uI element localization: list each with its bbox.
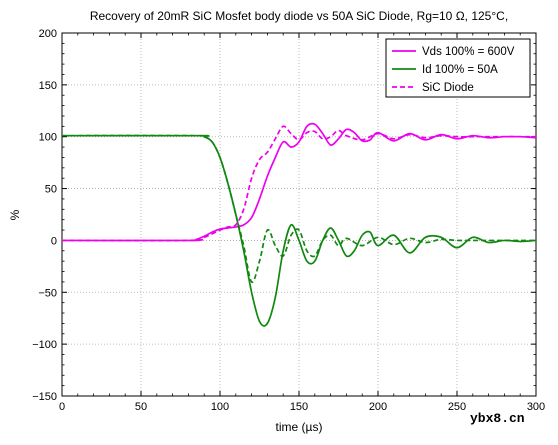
legend: Vds 100% = 600V Id 100% = 50A SiC Diode [385, 38, 531, 98]
watermark-text: ybx8.cn [470, 411, 525, 426]
series-layer [61, 122, 537, 327]
y-tick-label: −50 [38, 287, 57, 299]
x-tick-label: 150 [290, 401, 308, 413]
chart-title: Recovery of 20mR SiC Mosfet body diode v… [90, 9, 508, 23]
y-tick-label: 50 [45, 184, 57, 196]
sic-diode-current-series-line [61, 134, 536, 283]
legend-label: Id 100% = 50A [422, 64, 498, 76]
x-tick-label: 100 [211, 401, 229, 413]
x-tick-label: 200 [369, 401, 387, 413]
axis-ticks: 0 50 100 150 200 250 300 200 150 100 50 0 −50 −100 −15… [32, 28, 545, 413]
x-tick-label: 0 [59, 401, 65, 413]
sic-diode-voltage-series-line [61, 125, 536, 242]
y-tick-label: 0 [51, 235, 57, 247]
y-tick-label: −150 [32, 391, 57, 403]
x-axis-label: time (µs) [276, 420, 323, 434]
vds-series-line [61, 122, 537, 242]
y-tick-label: −100 [32, 339, 57, 351]
legend-label: SiC Diode [422, 82, 474, 94]
legend-label: Vds 100% = 600V [422, 46, 515, 58]
y-tick-label: 150 [39, 80, 57, 92]
y-tick-label: 100 [39, 132, 57, 144]
x-tick-label: 250 [448, 401, 466, 413]
x-tick-label: 50 [135, 401, 147, 413]
y-axis-label: % [8, 209, 22, 220]
y-tick-label: 200 [39, 28, 57, 40]
x-tick-label: 300 [527, 401, 545, 413]
